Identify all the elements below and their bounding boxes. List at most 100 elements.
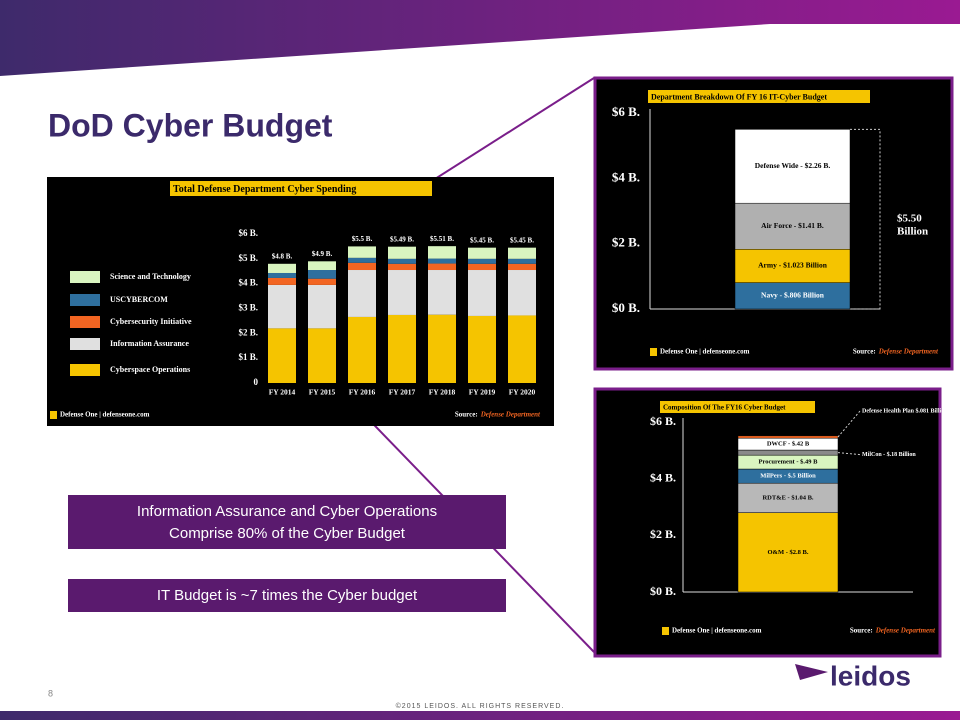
legend-swatch bbox=[70, 338, 100, 350]
y-tick-label: $1 B. bbox=[238, 352, 258, 362]
legend-swatch bbox=[70, 364, 100, 376]
source: Defense Department bbox=[878, 348, 939, 356]
footer-text: ©2015 LEIDOS. ALL RIGHTS RESERVED. bbox=[396, 702, 565, 710]
bar-segment bbox=[388, 246, 416, 259]
callout-text: IT Budget is ~7 times the Cyber budget bbox=[157, 587, 418, 604]
bar-segment bbox=[268, 272, 296, 278]
annotation: $5.50 bbox=[897, 213, 922, 225]
bar-segment bbox=[468, 270, 496, 316]
header-band bbox=[0, 0, 960, 76]
chart-title-box bbox=[660, 401, 815, 413]
bar-segment bbox=[508, 315, 536, 383]
legend-label: USCYBERCOM bbox=[110, 295, 168, 304]
y-tick-label: $6 B. bbox=[612, 104, 640, 119]
bar-segment bbox=[388, 270, 416, 315]
callout-text: Information Assurance and Cyber Operatio… bbox=[137, 503, 437, 520]
footer-band bbox=[0, 711, 960, 720]
total-label: $4.9 B. bbox=[312, 250, 333, 258]
credit-icon bbox=[650, 348, 657, 356]
bar-segment bbox=[308, 328, 336, 383]
value-label: Procurement - $.49 B bbox=[759, 459, 819, 466]
y-tick-label: $4 B. bbox=[238, 278, 258, 288]
bar-segment bbox=[508, 270, 536, 316]
bar-segment bbox=[348, 257, 376, 263]
credit: Defense One | defenseone.com bbox=[672, 627, 762, 635]
credit: Defense One | defenseone.com bbox=[660, 348, 750, 356]
bar-segment bbox=[388, 314, 416, 383]
y-tick-label: $5 B. bbox=[238, 253, 258, 263]
total-label: $4.8 B. bbox=[272, 252, 293, 260]
bar-segment bbox=[468, 315, 496, 383]
y-tick-label: $4 B. bbox=[612, 169, 640, 184]
bracket bbox=[850, 128, 881, 310]
chart-title-box bbox=[170, 181, 432, 196]
total-label: $5.45 B. bbox=[510, 236, 534, 244]
bar-segment bbox=[268, 284, 296, 329]
bar-segment bbox=[308, 284, 336, 329]
annotation: Billion bbox=[897, 226, 928, 238]
x-tick-label: FY 2015 bbox=[309, 388, 336, 397]
y-tick-label: $0 B. bbox=[612, 300, 640, 315]
bar-segment bbox=[348, 262, 376, 271]
value-label: O&M - $2.8 B. bbox=[768, 549, 809, 556]
legend-label: Science and Technology bbox=[110, 272, 191, 281]
bar-segment bbox=[388, 263, 416, 271]
page-number: 8 bbox=[48, 688, 53, 698]
value-label: DWCF - $.42 B bbox=[767, 441, 810, 448]
logo: leidos bbox=[830, 660, 911, 691]
bar-segment bbox=[468, 247, 496, 259]
total-label: $5.51 B. bbox=[430, 235, 454, 243]
x-tick-label: FY 2014 bbox=[269, 388, 296, 397]
callout-text: Comprise 80% of the Cyber Budget bbox=[169, 525, 406, 542]
value-label: Army - $1.023 Billion bbox=[758, 261, 828, 270]
source-label: Source: bbox=[850, 627, 873, 635]
x-tick-label: FY 2019 bbox=[469, 388, 496, 397]
bar-segment bbox=[268, 328, 296, 383]
source: Defense Department bbox=[480, 411, 541, 419]
y-tick-label: $2 B. bbox=[612, 235, 640, 250]
y-tick-label: $0 B. bbox=[650, 584, 676, 598]
bar-segment bbox=[428, 246, 456, 259]
credit: Defense One | defenseone.com bbox=[60, 411, 150, 419]
bar-segment bbox=[428, 314, 456, 383]
bar-segment bbox=[428, 263, 456, 271]
bar-segment bbox=[308, 270, 336, 279]
legend-label: Cybersecurity Initiative bbox=[110, 317, 192, 326]
callout-box bbox=[68, 579, 506, 612]
bar-segment bbox=[348, 270, 376, 317]
legend-swatch bbox=[70, 271, 100, 283]
bar-segment bbox=[348, 316, 376, 383]
bar-segment bbox=[468, 263, 496, 271]
logo-mark bbox=[795, 664, 828, 680]
value-label: Defense Health Plan $.081 Billion bbox=[862, 407, 948, 414]
y-tick-label: $2 B. bbox=[238, 327, 258, 337]
x-tick-label: FY 2018 bbox=[429, 388, 456, 397]
bar-segment bbox=[734, 129, 851, 204]
leader-line bbox=[837, 410, 861, 438]
total-label: $5.45 B. bbox=[470, 236, 494, 244]
x-tick-label: FY 2017 bbox=[389, 388, 416, 397]
legend-swatch bbox=[70, 294, 100, 306]
y-tick-label: $2 B. bbox=[650, 527, 676, 541]
bar-segment bbox=[308, 261, 336, 271]
bar-segment bbox=[428, 258, 456, 264]
slide-title: DoD Cyber Budget bbox=[48, 107, 333, 143]
y-tick-label: $6 B. bbox=[238, 228, 258, 238]
bar-segment bbox=[508, 258, 536, 264]
value-label: MilCon - $.18 Billion bbox=[862, 451, 916, 458]
credit-icon bbox=[662, 627, 669, 635]
x-tick-label: FY 2020 bbox=[509, 388, 536, 397]
bar-segment bbox=[734, 282, 851, 310]
bar-segment bbox=[508, 247, 536, 259]
legend-label: Cyberspace Operations bbox=[110, 365, 190, 374]
value-label: Air Force - $1.41 B. bbox=[761, 221, 824, 230]
bar-segment bbox=[508, 263, 536, 271]
value-label: MilPers - $.5 Billion bbox=[760, 473, 816, 480]
y-tick-label: $6 B. bbox=[650, 414, 676, 428]
y-tick-label: $3 B. bbox=[238, 303, 258, 313]
total-label: $5.5 B. bbox=[352, 235, 373, 243]
total-label: $5.49 B. bbox=[390, 235, 414, 243]
value-label: RDT&E - $1.04 B. bbox=[762, 494, 813, 501]
